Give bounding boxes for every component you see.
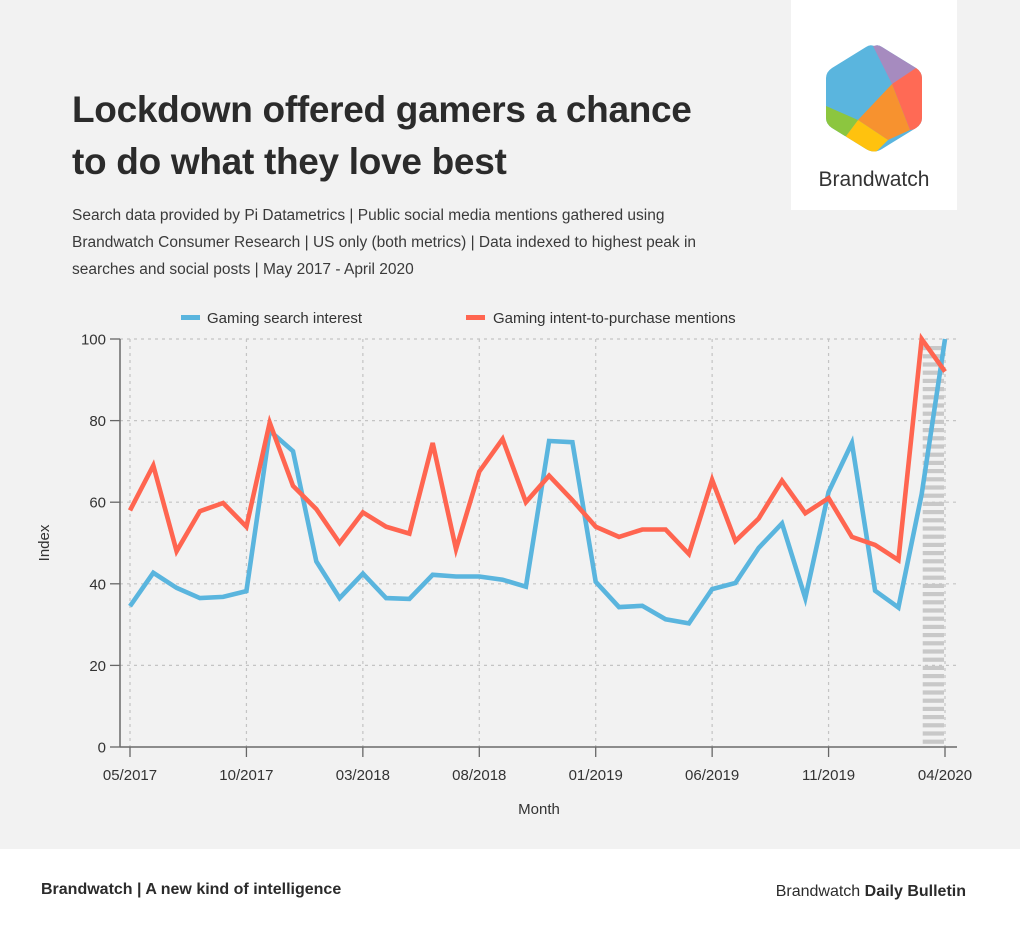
hatch-stripe bbox=[922, 378, 944, 383]
hatch-stripe bbox=[922, 436, 944, 441]
hatch-stripe bbox=[922, 395, 944, 400]
hatch-stripe bbox=[922, 485, 944, 490]
footer-publication-brand: Brandwatch bbox=[775, 883, 865, 900]
hatch-stripe bbox=[922, 592, 944, 597]
hatch-stripe bbox=[922, 534, 944, 539]
hatch-stripe bbox=[922, 657, 944, 662]
hatch-stripe bbox=[922, 600, 944, 605]
hatch-stripe bbox=[922, 567, 944, 572]
hatch-stripe bbox=[922, 706, 944, 711]
x-tick-label: 06/2019 bbox=[685, 767, 739, 784]
logo-segment-orange bbox=[858, 84, 910, 140]
legend-label: Gaming search interest bbox=[207, 310, 363, 327]
hatch-stripe bbox=[922, 583, 944, 588]
y-axis-label: Index bbox=[36, 524, 53, 561]
hatch-stripe bbox=[922, 370, 944, 375]
hatch-stripe bbox=[922, 362, 944, 367]
x-tick-label: 01/2019 bbox=[569, 767, 623, 784]
hatch-stripe bbox=[922, 739, 944, 744]
hatch-stripe bbox=[922, 501, 944, 506]
hatch-stripe bbox=[922, 526, 944, 531]
hatch-stripe bbox=[922, 690, 944, 695]
hatch-stripe bbox=[922, 608, 944, 613]
legend-label: Gaming intent-to-purchase mentions bbox=[493, 310, 736, 327]
hatch-stripe bbox=[922, 674, 944, 679]
hatch-stripe bbox=[922, 387, 944, 392]
hatch-stripe bbox=[922, 624, 944, 629]
line-chart: 0 20 40 60 80 100 05/2017 10/2017 03/2018 08/2018… bbox=[36, 310, 972, 818]
hatch-stripe bbox=[922, 444, 944, 449]
hatch-stripe bbox=[922, 460, 944, 465]
footer-publication: Brandwatch Daily Bulletin bbox=[776, 883, 966, 901]
y-tick-label: 40 bbox=[89, 576, 106, 593]
x-tick-label: 05/2017 bbox=[103, 767, 157, 784]
x-tick-label: 11/2019 bbox=[802, 767, 855, 784]
hatch-stripe bbox=[922, 551, 944, 556]
hatch-stripe bbox=[922, 477, 944, 482]
logo-segment-green bbox=[826, 106, 858, 136]
hatch-stripe bbox=[922, 731, 944, 736]
x-tick-label: 04/2020 bbox=[918, 767, 972, 784]
page-subtitle: Search data provided by Pi Datametrics |… bbox=[72, 207, 697, 278]
hatch-stripe bbox=[922, 575, 944, 580]
hatch-stripe bbox=[922, 493, 944, 498]
footer-publication-name: Daily Bulletin bbox=[864, 883, 966, 900]
hatch-stripe bbox=[922, 559, 944, 564]
hatch-stripe bbox=[922, 649, 944, 654]
hatch-stripe bbox=[922, 633, 944, 638]
legend-swatch bbox=[466, 315, 485, 320]
y-tick-label: 100 bbox=[81, 332, 106, 349]
y-tick-label: 80 bbox=[89, 413, 106, 430]
hatch-stripe bbox=[922, 715, 944, 720]
legend-swatch bbox=[181, 315, 200, 320]
hatch-stripe bbox=[922, 452, 944, 457]
brand-logo-card: Brandwatch bbox=[791, 0, 957, 210]
brandwatch-hexagon-icon bbox=[826, 45, 922, 152]
series-line-purchase-mentions bbox=[127, 332, 947, 565]
hatch-stripe bbox=[922, 641, 944, 646]
hatch-stripe bbox=[922, 723, 944, 728]
logo-wordmark: Brandwatch bbox=[818, 168, 930, 191]
series-points-search-interest bbox=[130, 339, 945, 624]
x-tick-label: 03/2018 bbox=[336, 767, 390, 784]
legend-item: Gaming search interest bbox=[181, 310, 363, 327]
logo-segment-red bbox=[892, 64, 922, 130]
x-tick-label: 08/2018 bbox=[452, 767, 506, 784]
y-tick-label: 0 bbox=[98, 740, 106, 757]
hatch-stripe bbox=[922, 542, 944, 547]
hatch-stripe bbox=[922, 698, 944, 703]
hatch-stripe bbox=[922, 616, 944, 621]
legend-item: Gaming intent-to-purchase mentions bbox=[466, 310, 736, 327]
hatch-stripe bbox=[922, 665, 944, 670]
hatch-stripe bbox=[922, 469, 944, 474]
series-line-search-interest bbox=[128, 338, 948, 626]
y-tick-label: 20 bbox=[89, 658, 106, 675]
x-tick-label: 10/2017 bbox=[219, 767, 273, 784]
hatch-stripe bbox=[922, 346, 944, 351]
hatch-stripe bbox=[922, 510, 944, 515]
x-axis-label: Month bbox=[518, 801, 560, 818]
hatch-stripe bbox=[922, 518, 944, 523]
y-tick-label: 60 bbox=[89, 495, 106, 512]
footer-tagline: Brandwatch | A new kind of intelligence bbox=[41, 881, 342, 898]
footer: Brandwatch | A new kind of intelligence … bbox=[0, 849, 1020, 931]
page-title: Lockdown offered gamers a chance to do w… bbox=[72, 89, 692, 182]
hatch-stripe bbox=[922, 682, 944, 687]
